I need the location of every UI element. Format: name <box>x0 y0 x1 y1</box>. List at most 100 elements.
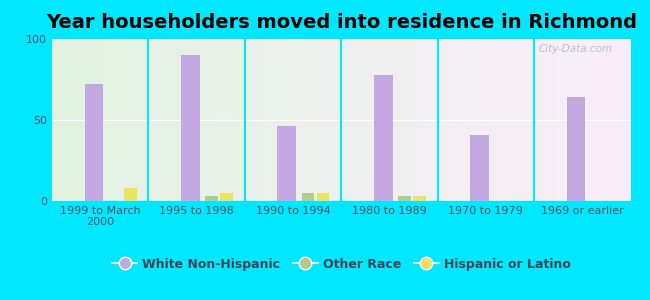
Bar <box>101 39 104 201</box>
Bar <box>156 39 159 201</box>
Bar <box>361 39 365 201</box>
Bar <box>445 39 448 201</box>
Bar <box>457 39 460 201</box>
Bar <box>387 39 391 201</box>
Bar <box>254 39 257 201</box>
Bar <box>283 39 286 201</box>
Bar <box>52 39 55 201</box>
Bar <box>116 39 118 201</box>
Bar <box>208 39 211 201</box>
Bar <box>428 39 431 201</box>
Bar <box>130 39 133 201</box>
Bar <box>474 39 477 201</box>
Bar <box>148 39 150 201</box>
Bar <box>382 39 385 201</box>
Bar <box>289 39 292 201</box>
Bar <box>263 39 266 201</box>
Bar <box>104 39 107 201</box>
Bar <box>402 39 405 201</box>
Bar <box>200 39 202 201</box>
Bar <box>564 39 567 201</box>
Bar <box>628 39 630 201</box>
Bar <box>304 39 307 201</box>
Bar <box>373 39 376 201</box>
Bar <box>292 39 295 201</box>
Bar <box>124 188 136 201</box>
Legend: White Non-Hispanic, Other Race, Hispanic or Latino: White Non-Hispanic, Other Race, Hispanic… <box>107 253 575 276</box>
Bar <box>150 39 153 201</box>
Bar <box>92 39 96 201</box>
Bar <box>301 39 304 201</box>
Bar <box>214 39 217 201</box>
Bar <box>281 39 283 201</box>
Bar <box>347 39 350 201</box>
Bar <box>98 39 101 201</box>
Bar <box>491 39 495 201</box>
Bar <box>286 39 289 201</box>
Bar <box>185 39 188 201</box>
Bar <box>75 39 78 201</box>
Bar <box>144 39 148 201</box>
Bar <box>573 39 575 201</box>
Bar <box>370 39 373 201</box>
Bar <box>272 39 275 201</box>
Bar <box>356 39 359 201</box>
Bar <box>133 39 136 201</box>
Bar <box>396 39 399 201</box>
Bar <box>142 39 144 201</box>
Bar <box>127 39 130 201</box>
Bar <box>249 39 252 201</box>
Bar <box>228 39 231 201</box>
Bar <box>260 39 263 201</box>
Bar <box>495 39 497 201</box>
Bar <box>96 39 98 201</box>
Bar <box>266 39 269 201</box>
Bar <box>246 39 249 201</box>
Bar <box>211 39 214 201</box>
Bar <box>55 39 58 201</box>
Bar <box>451 39 454 201</box>
Bar <box>81 39 84 201</box>
Bar <box>339 39 341 201</box>
Bar <box>309 39 312 201</box>
Bar <box>425 39 428 201</box>
Bar <box>541 39 543 201</box>
Bar <box>252 39 254 201</box>
Bar <box>86 39 90 201</box>
Bar <box>529 39 532 201</box>
Text: City-Data.com: City-Data.com <box>539 44 613 54</box>
Bar <box>317 193 330 201</box>
Bar <box>552 39 555 201</box>
Bar <box>578 39 581 201</box>
Bar <box>443 39 445 201</box>
Bar <box>376 39 379 201</box>
Bar <box>220 39 223 201</box>
Bar <box>159 39 162 201</box>
Bar <box>170 39 174 201</box>
Bar <box>318 39 321 201</box>
Bar <box>64 39 66 201</box>
Bar <box>561 39 564 201</box>
Bar <box>465 39 469 201</box>
Bar <box>307 39 309 201</box>
Bar <box>439 39 443 201</box>
Bar <box>526 39 529 201</box>
Bar <box>413 196 426 201</box>
Bar <box>523 39 526 201</box>
Bar <box>231 39 234 201</box>
Bar <box>194 39 196 201</box>
Bar <box>567 97 586 201</box>
Bar <box>84 39 86 201</box>
Bar <box>604 39 607 201</box>
Bar <box>234 39 237 201</box>
Bar <box>179 39 182 201</box>
Bar <box>182 39 185 201</box>
Bar <box>275 39 278 201</box>
Bar <box>321 39 324 201</box>
Bar <box>138 39 142 201</box>
Bar <box>509 39 512 201</box>
Bar <box>226 39 228 201</box>
Bar <box>469 39 471 201</box>
Bar <box>593 39 596 201</box>
Bar <box>590 39 593 201</box>
